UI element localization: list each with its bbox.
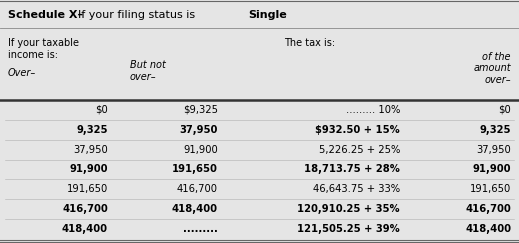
Text: 418,400: 418,400 — [62, 224, 108, 234]
Text: But not: But not — [130, 60, 166, 70]
Text: 37,950: 37,950 — [476, 145, 511, 155]
Text: The tax is:: The tax is: — [284, 38, 336, 48]
Text: 120,910.25 + 35%: 120,910.25 + 35% — [297, 204, 400, 214]
Text: 5,226.25 + 25%: 5,226.25 + 25% — [319, 145, 400, 155]
Text: over–: over– — [484, 75, 511, 85]
Text: 9,325: 9,325 — [76, 125, 108, 135]
Text: 91,900: 91,900 — [472, 165, 511, 174]
Text: 416,700: 416,700 — [62, 204, 108, 214]
Text: 46,643.75 + 33%: 46,643.75 + 33% — [313, 184, 400, 194]
Text: of the: of the — [483, 52, 511, 62]
Text: $932.50 + 15%: $932.50 + 15% — [315, 125, 400, 135]
Text: Over–: Over– — [8, 68, 36, 78]
Text: 121,505.25 + 39%: 121,505.25 + 39% — [297, 224, 400, 234]
Text: 418,400: 418,400 — [172, 204, 218, 214]
Text: If your taxable: If your taxable — [8, 38, 79, 48]
Text: 416,700: 416,700 — [177, 184, 218, 194]
Text: 191,650: 191,650 — [67, 184, 108, 194]
Text: 91,900: 91,900 — [183, 145, 218, 155]
Text: 416,700: 416,700 — [465, 204, 511, 214]
Text: 9,325: 9,325 — [480, 125, 511, 135]
Text: 37,950: 37,950 — [180, 125, 218, 135]
Text: 37,950: 37,950 — [73, 145, 108, 155]
Text: 18,713.75 + 28%: 18,713.75 + 28% — [304, 165, 400, 174]
Text: If your filing status is: If your filing status is — [78, 10, 199, 20]
Text: ......... 10%: ......... 10% — [346, 105, 400, 115]
Text: $0: $0 — [498, 105, 511, 115]
Text: amount: amount — [473, 63, 511, 73]
Text: income is:: income is: — [8, 50, 58, 60]
Text: 418,400: 418,400 — [465, 224, 511, 234]
Text: 191,650: 191,650 — [172, 165, 218, 174]
Text: $0: $0 — [95, 105, 108, 115]
Text: Single: Single — [248, 10, 287, 20]
Text: $9,325: $9,325 — [183, 105, 218, 115]
Text: 191,650: 191,650 — [470, 184, 511, 194]
Text: over–: over– — [130, 72, 157, 82]
Text: 91,900: 91,900 — [70, 165, 108, 174]
Text: .........: ......... — [183, 224, 218, 234]
Text: Schedule X–: Schedule X– — [8, 10, 83, 20]
